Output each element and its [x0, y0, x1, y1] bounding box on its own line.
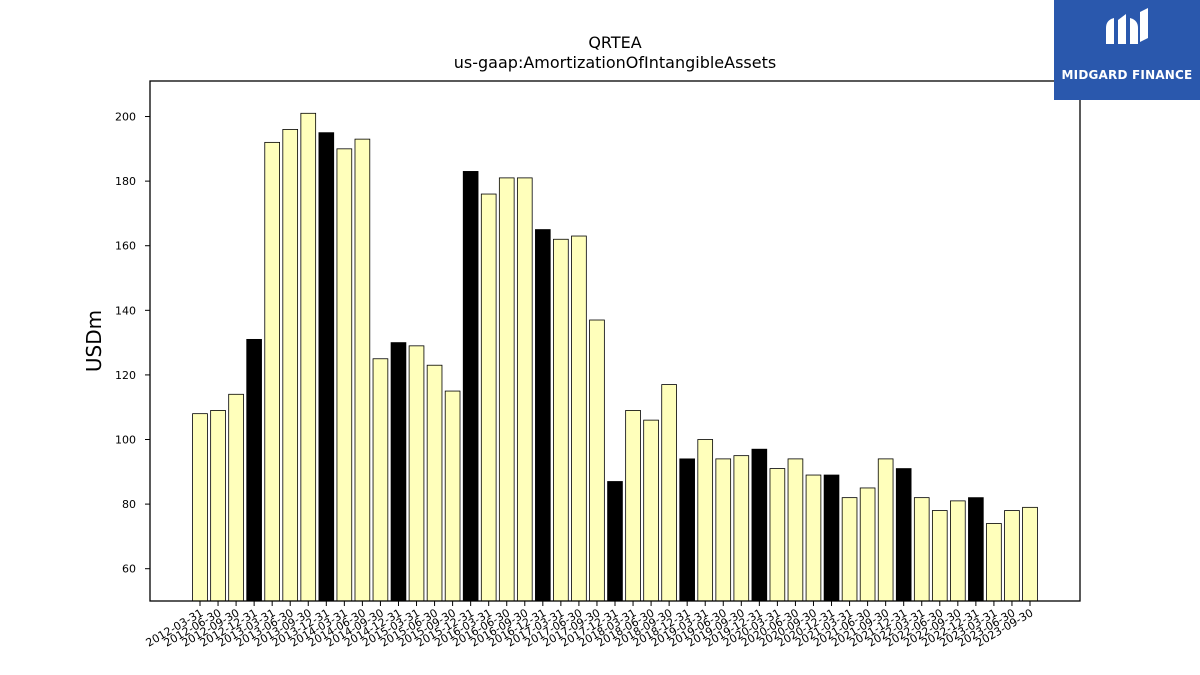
x-axis: 2012-03-312012-06-302012-09-302012-12-31… [144, 601, 1036, 650]
bar-2020-06-30 [787, 458, 804, 602]
y-axis-label: USDm [82, 310, 106, 372]
y-tick-label: 80 [122, 498, 136, 511]
bar-2019-12-31 [751, 448, 768, 602]
bar-2018-09-30 [661, 384, 677, 602]
bar-2022-03-31 [913, 497, 930, 602]
bar-2017-03-31 [553, 238, 569, 602]
bar-2021-03-31 [841, 497, 858, 602]
bar-2023-06-30 [1004, 510, 1020, 602]
bar-2023-09-30 [1022, 506, 1038, 602]
y-axis: 60 80 100 120 140 160 180 200 [115, 111, 150, 576]
bar-2020-12-31 [823, 474, 840, 602]
bar-2018-12-31 [679, 458, 695, 602]
bars-group [192, 112, 1038, 602]
brand-name: MIDGARD FINANCE [1061, 68, 1193, 82]
bar-2019-06-30 [715, 458, 732, 602]
y-tick-label: 60 [122, 563, 136, 576]
chart-subtitle: us-gaap:AmortizationOfIntangibleAssets [454, 53, 776, 72]
bar-2017-06-30 [571, 235, 587, 602]
bar-2013-06-30 [282, 129, 299, 602]
bar-2014-06-30 [354, 138, 371, 602]
bar-2016-03-31 [480, 193, 497, 602]
y-tick-label: 100 [115, 434, 136, 447]
bar-2013-03-31 [264, 141, 280, 602]
bar-2012-12-31 [246, 338, 262, 602]
bar-2022-12-31 [968, 497, 984, 602]
midgard-logo-icon [1106, 8, 1148, 44]
bar-2016-12-31 [535, 229, 551, 602]
bar-2021-12-31 [895, 468, 912, 602]
y-tick-label: 140 [115, 304, 136, 317]
bar-2014-09-30 [372, 358, 389, 602]
y-tick-label: 180 [115, 175, 136, 188]
bar-2018-06-30 [643, 419, 659, 602]
bar-2012-03-31 [192, 413, 208, 602]
brand-logo: MIDGARD FINANCE [1054, 0, 1200, 100]
bar-2022-06-30 [931, 510, 948, 602]
plot-frame [149, 80, 1081, 602]
bar-2013-09-30 [300, 112, 317, 602]
y-tick-label: 200 [115, 111, 136, 124]
bar-2013-12-31 [318, 132, 335, 602]
bar-2019-03-31 [697, 439, 714, 602]
bar-2022-09-30 [950, 500, 966, 602]
bar-2014-03-31 [336, 148, 353, 602]
bar-2015-06-30 [426, 364, 443, 602]
bar-2012-06-30 [210, 410, 226, 602]
bar-2015-12-31 [462, 171, 479, 602]
bar-2014-12-31 [390, 342, 407, 602]
chart-title: QRTEA [588, 33, 641, 52]
bar-2023-03-31 [986, 523, 1002, 602]
bar-2017-09-30 [589, 319, 605, 602]
bar-2012-09-30 [228, 393, 244, 602]
y-tick-label: 160 [115, 240, 136, 253]
bar-2021-06-30 [859, 487, 876, 602]
y-tick-label: 120 [115, 369, 136, 382]
bar-2016-06-30 [498, 177, 515, 602]
bar-2020-03-31 [769, 468, 786, 602]
bar-2018-03-31 [625, 410, 641, 602]
bar-2016-09-30 [516, 177, 533, 602]
bar-2017-12-31 [607, 481, 623, 602]
bar-2021-09-30 [877, 458, 894, 602]
bar-2015-09-30 [444, 390, 461, 602]
bar-2015-03-31 [408, 345, 425, 602]
bar-2020-09-30 [805, 474, 822, 602]
bar-2019-09-30 [733, 455, 750, 602]
